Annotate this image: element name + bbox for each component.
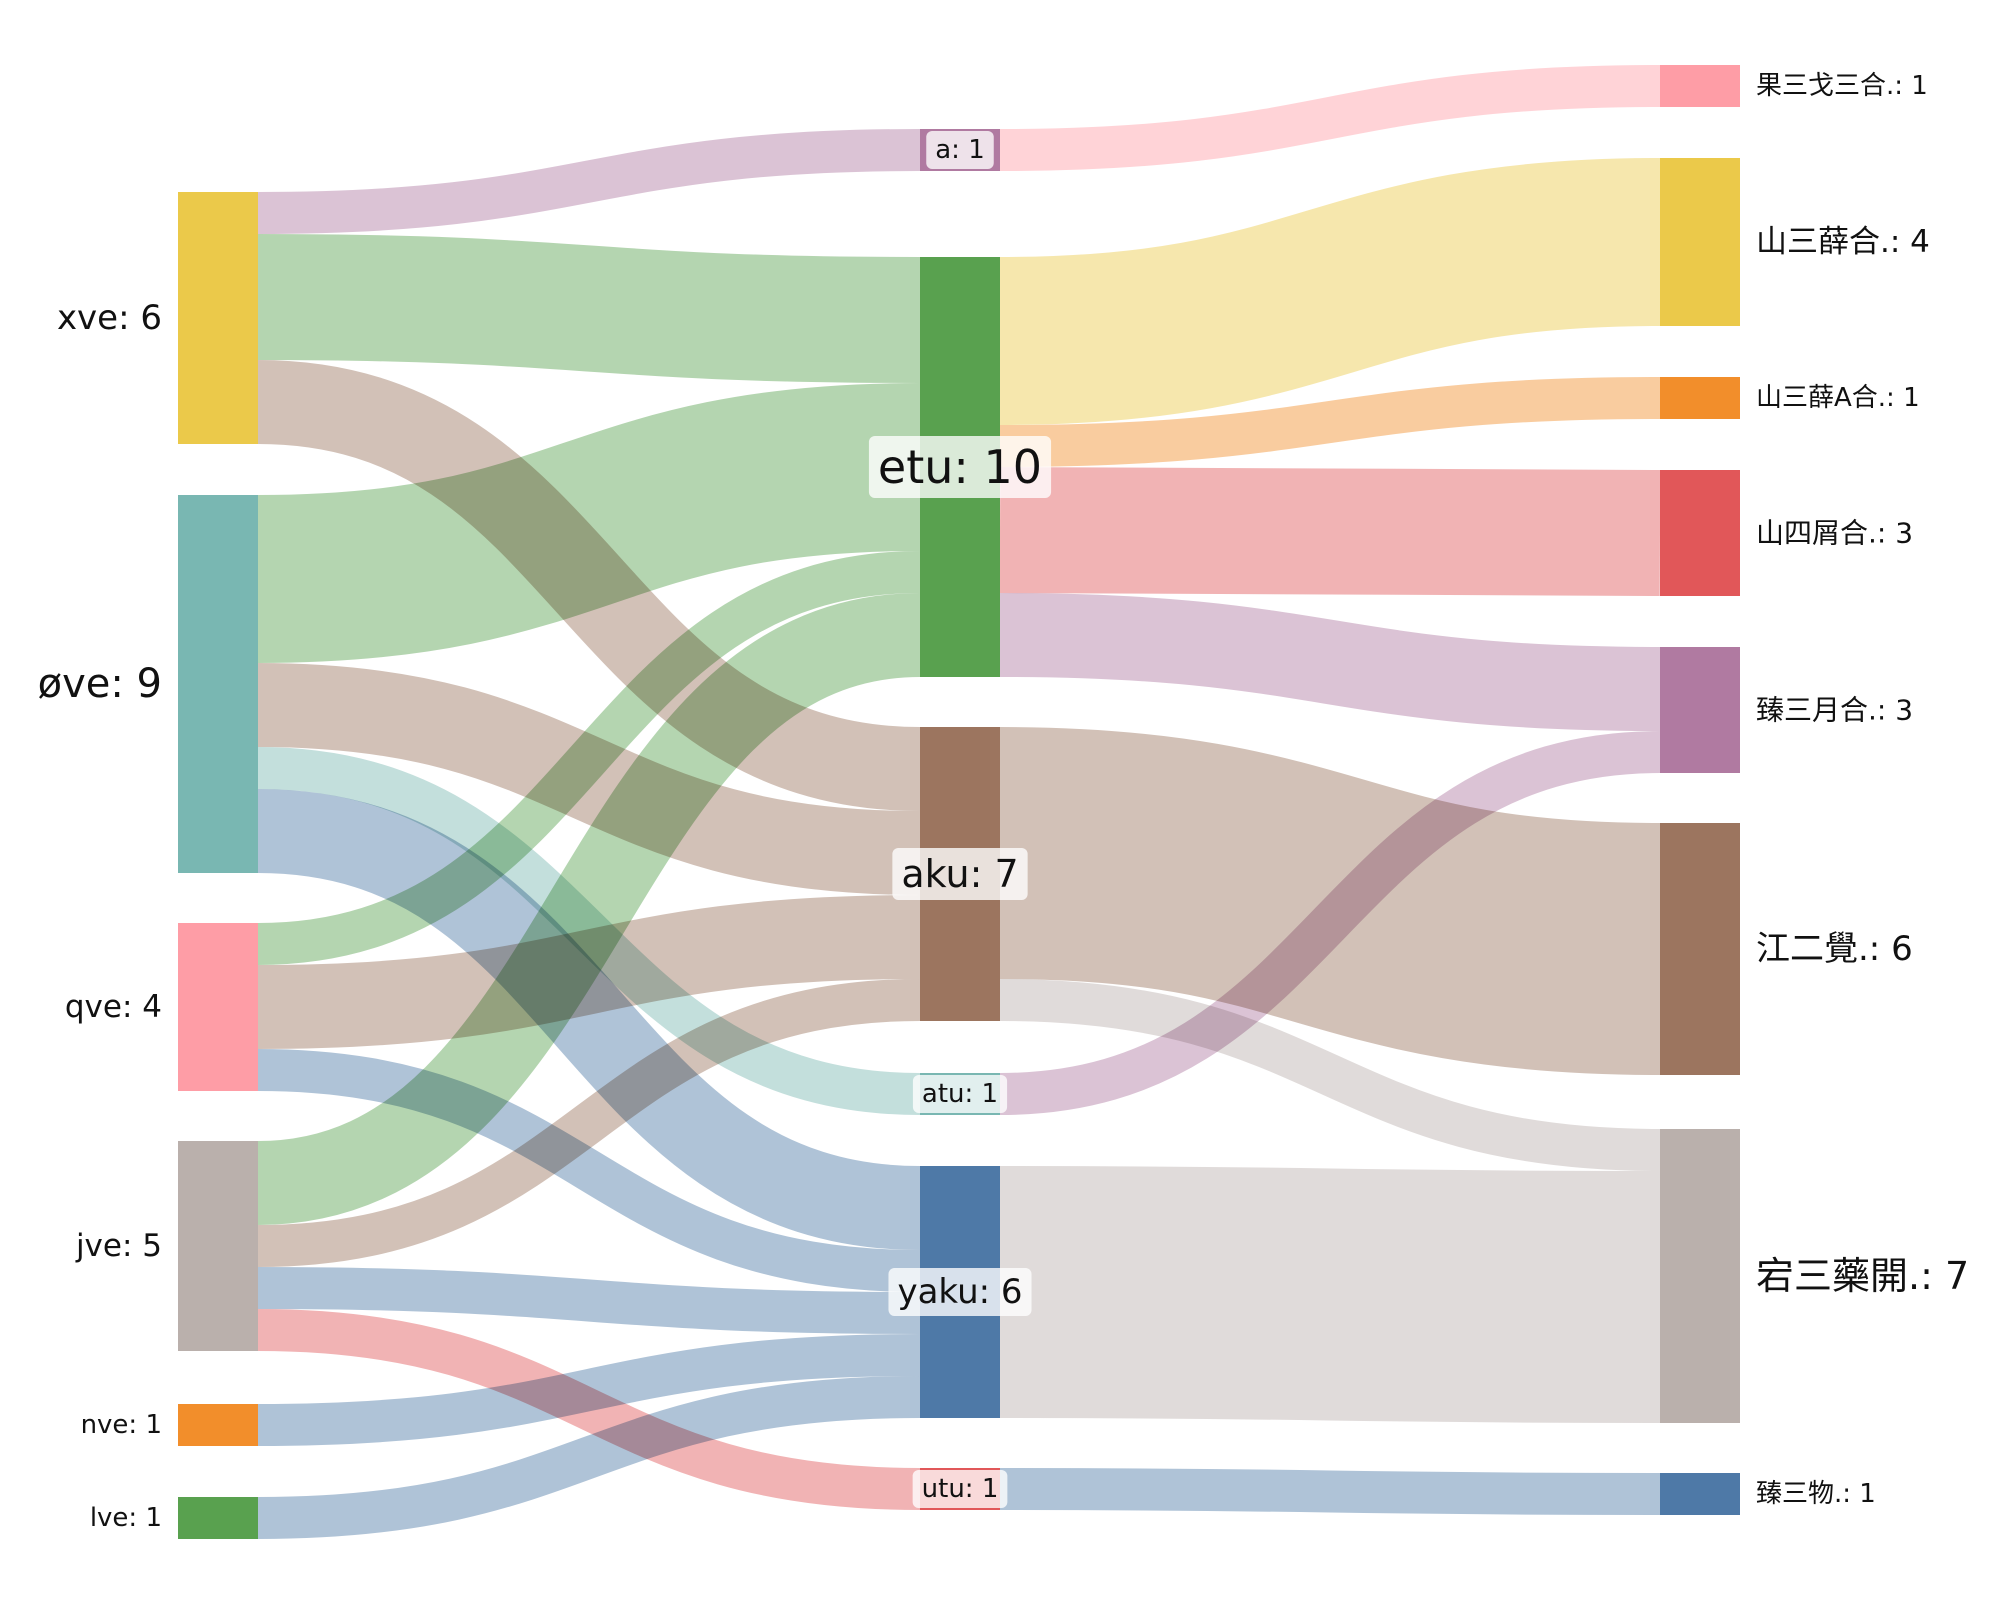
link-aku-to-r7 [999,979,1661,1171]
link-xve-to-etu [257,234,921,383]
links-layer [256,65,1661,1539]
link-etu-to-r3 [999,377,1661,467]
node-r4 [1660,470,1740,596]
node-label-aku: aku: 7 [901,852,1018,896]
node-ove [178,495,258,873]
node-label-utu: utu: 1 [922,1474,999,1504]
link-etu-to-r5 [999,593,1661,731]
node-r2 [1660,158,1740,326]
node-r6 [1660,823,1740,1075]
node-jve [178,1141,258,1351]
link-xve-to-a [257,129,921,234]
node-r5 [1660,647,1740,773]
node-label-etu: etu: 10 [878,440,1042,494]
link-qve-to-yaku [257,1049,921,1292]
node-label-r8: 臻三物.: 1 [1756,1479,1876,1509]
node-label-lve: lve: 1 [90,1503,162,1533]
node-label-ove: øve: 9 [38,661,162,707]
link-ove-to-etu [257,383,921,663]
node-label-r3: 山三薛A合.: 1 [1756,383,1920,413]
node-r1 [1660,65,1740,107]
link-etu-to-r4 [999,467,1661,596]
labels-layer: xve: 6 øve: 9 qve: 4 jve: 5 nve: 1 lve: 1 a: 1… [38,71,1970,1533]
link-jve-to-aku [257,979,921,1267]
node-label-yaku: yaku: 6 [897,1272,1022,1312]
node-r8 [1660,1473,1740,1515]
node-label-bg-a [926,131,994,169]
node-label-bg-etu [868,436,1052,498]
node-label-atu: atu: 1 [922,1079,998,1109]
node-label-a: a: 1 [935,135,985,165]
node-r7 [1660,1129,1740,1423]
node-label-bg-atu [912,1075,1008,1113]
node-label-bg-utu [912,1470,1008,1508]
node-r3 [1660,377,1740,419]
node-label-jve: jve: 5 [75,1228,162,1264]
link-ove-to-yaku [257,789,921,1250]
node-qve [178,923,258,1091]
node-label-r6: 江二覺.: 6 [1756,929,1913,969]
link-yaku-to-r7 [999,1166,1661,1423]
node-xve [178,192,258,444]
node-label-bg-aku [892,848,1028,900]
link-jve-to-etu [256,593,922,1225]
link-jve-to-yaku [257,1267,921,1334]
node-nve [178,1404,258,1446]
node-lve [178,1497,258,1539]
link-etu-to-r2 [999,158,1661,425]
node-label-r4: 山四屑合.: 3 [1756,517,1913,550]
link-lve-to-yaku [257,1376,921,1539]
node-label-qve: qve: 4 [65,989,162,1025]
link-qve-to-etu [257,551,921,965]
link-a-to-r1 [999,65,1661,171]
node-label-bg-yaku [888,1268,1032,1316]
link-nve-to-yaku [257,1334,921,1446]
node-label-r1: 果三戈三合.: 1 [1756,71,1928,101]
node-label-r7: 宕三藥開.: 7 [1756,1254,1969,1298]
node-label-nve: nve: 1 [81,1410,162,1440]
link-atu-to-r5 [999,731,1661,1115]
link-utu-to-r8 [999,1468,1661,1515]
node-label-xve: xve: 6 [57,298,162,338]
node-label-r5: 臻三月合.: 3 [1756,694,1913,727]
node-label-r2: 山三薛合.: 4 [1756,224,1930,260]
